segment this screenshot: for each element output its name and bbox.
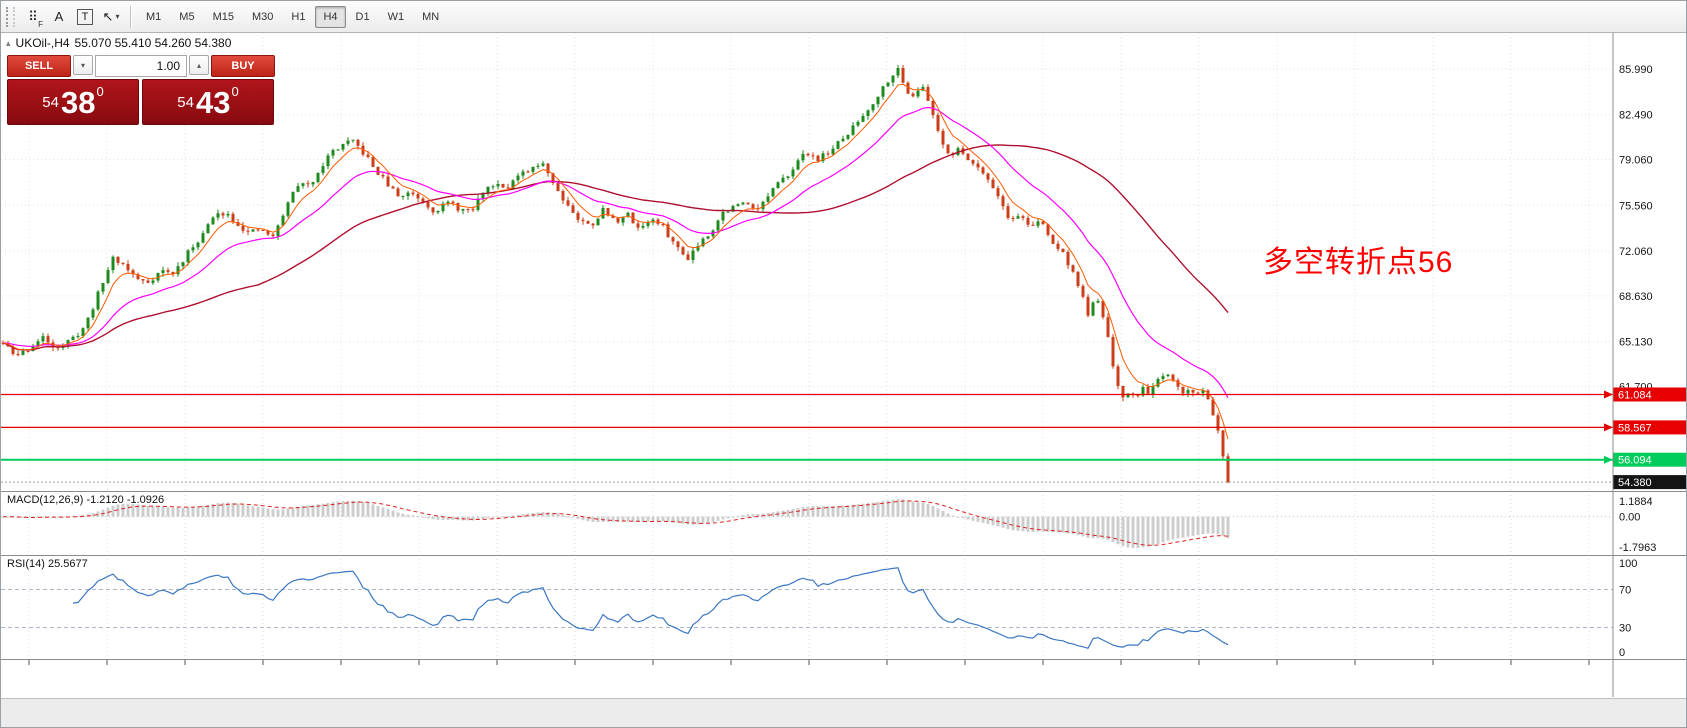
chart-annotation-text[interactable]: 多空转折点56 [1263,246,1454,279]
svg-text:70: 70 [1619,585,1631,597]
svg-text:58.567: 58.567 [1618,422,1652,434]
chart-symbol-header: ▴ UKOil-,H4 55.070 55.410 54.260 54.380 [6,36,231,50]
main-chart-canvas[interactable]: 85.990 82.490 79.060 75.560 72.060 68.630 65.1… [1,33,1686,491]
sell-price-point: 0 [96,83,104,99]
chart-toolbar: ⠿ F A T ↖ ▾ M1 M5 M15 M30 H1 H4 D1 W1 MN [1,1,1686,33]
buy-price-display[interactable]: 54 43 0 [142,79,274,125]
text-box-icon[interactable]: T [73,5,97,29]
svg-text:0.00: 0.00 [1619,512,1640,524]
bear-candles [1,68,1230,483]
text-label-icon[interactable]: A [54,9,64,24]
timeframe-d1-button[interactable]: D1 [348,6,378,28]
chart-shift-icon: ▴ [6,37,11,48]
buy-price-int: 54 [177,93,194,111]
horizontal-level-56.094[interactable]: 56.094 [1,452,1686,467]
time-axis[interactable] [1,659,1686,698]
timeframe-m5-button[interactable]: M5 [171,6,202,28]
rsi-indicator-window: 100 70 30 0 RSI(14) 25.5677 [1,555,1686,659]
sell-price-pips: 38 [60,84,96,120]
ma-mid-line [2,106,1229,398]
svg-text:72.060: 72.060 [1619,246,1653,258]
macd-canvas[interactable]: 1.1884 0.00 -1.7963 [1,491,1686,555]
svg-text:61.084: 61.084 [1618,390,1652,402]
svg-text:68.630: 68.630 [1619,291,1653,303]
sell-price-int: 54 [42,93,59,111]
rsi-canvas[interactable]: 100 70 30 0 [1,555,1686,659]
toolbar-separator [130,5,131,28]
indicator-grid-icon-sub: F [38,19,43,29]
bid-price-line: 54.380 [1,475,1686,490]
timeframe-h4-button[interactable]: H4 [315,5,346,28]
toolbar-grip-handle[interactable] [6,6,15,27]
chevron-down-icon: ▾ [115,12,120,21]
svg-text:0: 0 [1619,647,1625,659]
time-axis-canvas [1,660,1686,697]
svg-text:56.094: 56.094 [1618,455,1652,467]
timeframe-m30-button[interactable]: M30 [244,6,281,28]
buy-price-pips: 43 [195,84,231,120]
volume-input[interactable]: 1.00 [95,55,187,77]
one-click-trading-panel: SELL ▾ 1.00 ▴ BUY 54 38 0 54 43 0 [7,55,275,125]
symbol-label: UKOil-,H4 [15,36,70,50]
ma-fast-line [2,83,1229,440]
timeframe-mn-button[interactable]: MN [414,6,447,28]
timeframe-toolbar: M1 M5 M15 M30 H1 H4 D1 W1 MN [137,5,448,28]
svg-text:75.560: 75.560 [1619,200,1653,212]
main-chart-window: 85.990 82.490 79.060 75.560 72.060 68.630 65.1… [1,33,1686,491]
tool-icons-group: ⠿ F A T ↖ ▾ [20,5,124,29]
svg-text:1.1884: 1.1884 [1619,496,1653,508]
macd-label: MACD(12,26,9) -1.2120 -1.0926 [7,494,165,506]
buy-button[interactable]: BUY [211,55,275,77]
timeframe-w1-button[interactable]: W1 [380,6,413,28]
svg-text:54.380: 54.380 [1618,477,1652,489]
svg-text:79.060: 79.060 [1619,155,1653,167]
volume-increase-button[interactable]: ▴ [189,55,209,75]
sell-button[interactable]: SELL [7,55,71,77]
rsi-line [72,567,1229,650]
cursor-tool-icon[interactable]: ↖ ▾ [102,8,120,24]
timeframe-m1-button[interactable]: M1 [138,6,169,28]
horizontal-level-58.567[interactable]: 58.567 [1,420,1686,435]
svg-text:-1.7963: -1.7963 [1619,542,1656,554]
volume-decrease-button[interactable]: ▾ [73,55,93,75]
sell-price-display[interactable]: 54 38 0 [7,79,139,125]
svg-text:65.130: 65.130 [1619,337,1653,349]
macd-signal-line [3,500,1229,546]
timeframe-m15-button[interactable]: M15 [205,6,242,28]
svg-text:30: 30 [1619,623,1631,635]
ma-slow-line [2,144,1229,351]
indicator-grid-icon[interactable]: ⠿ F [28,8,43,29]
svg-text:82.490: 82.490 [1619,110,1653,122]
ohlc-values: 55.070 55.410 54.260 54.380 [74,36,232,50]
svg-text:100: 100 [1619,558,1637,570]
buy-price-point: 0 [231,83,239,99]
rsi-label: RSI(14) 25.5677 [7,558,88,570]
horizontal-level-61.084[interactable]: 61.084 [1,387,1686,402]
timeframe-h1-button[interactable]: H1 [283,6,313,28]
svg-text:85.990: 85.990 [1619,64,1653,76]
macd-histogram [1,499,1230,548]
window-bottom-strip [1,698,1686,727]
macd-indicator-window: 1.1884 0.00 -1.7963 MACD(12,26,9) -1.2120 … [1,491,1686,555]
